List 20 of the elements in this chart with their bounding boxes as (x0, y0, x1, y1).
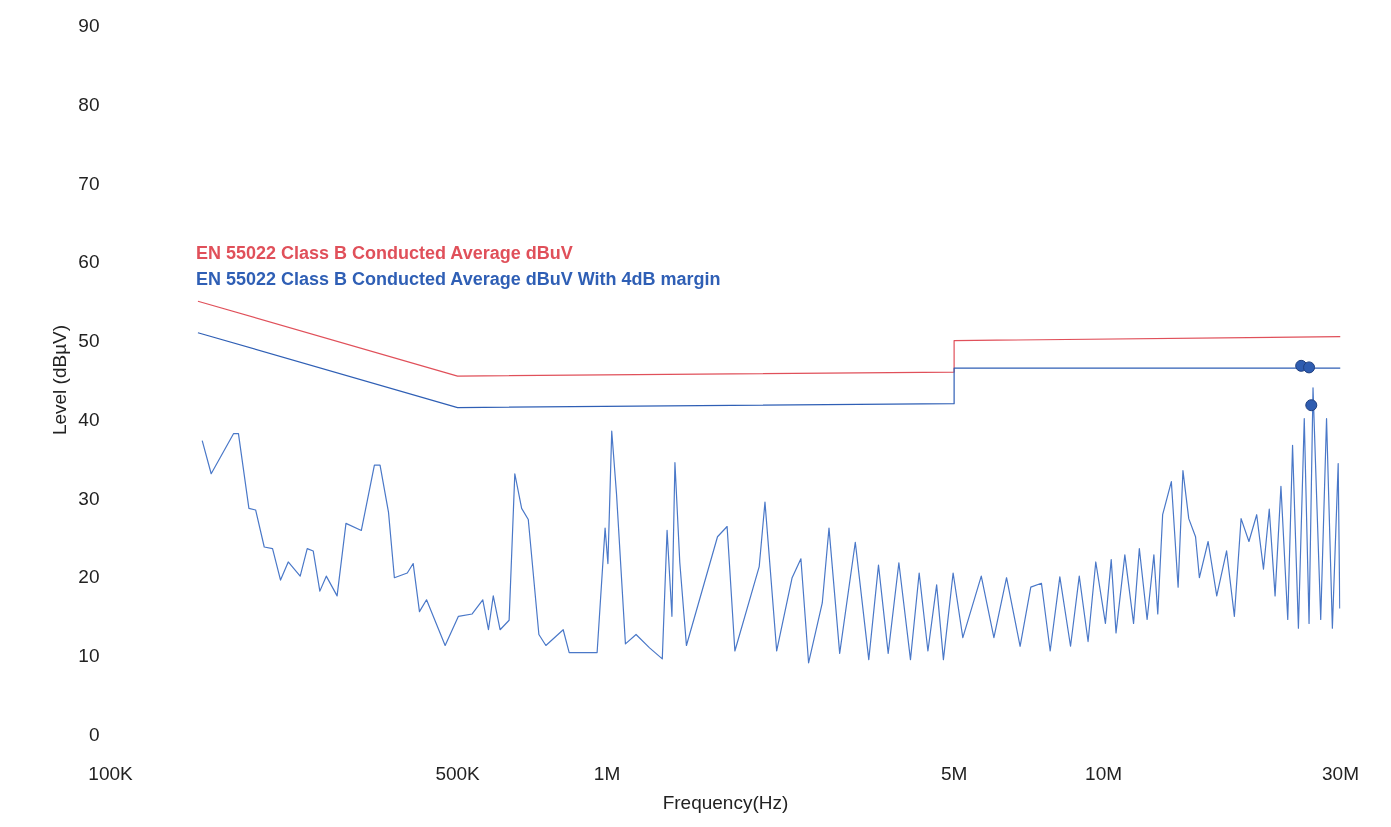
x-tick-label: 10M (1085, 762, 1123, 784)
y-tick-label: 40 (78, 408, 100, 430)
y-tick-label: 0 (88, 724, 100, 745)
text: EN 55022 Class B Conducted Average dBuV (195, 243, 573, 264)
x-tick-label: 1M (593, 762, 621, 784)
y-tick-label: 10 (78, 645, 100, 667)
y-axis-title: Level (dBµV) (49, 324, 71, 436)
y-tick-label: 60 (78, 251, 100, 273)
text: EN 55022 Class B Conducted Average dBuV With 4dB margin (195, 269, 721, 290)
y-tick-label: 80 (78, 93, 100, 115)
x-tick-label: 5M (940, 762, 968, 784)
y-tick-label: 20 (78, 566, 100, 588)
x-tick-label: 100K (88, 762, 134, 784)
y-tick-label: 50 (78, 330, 100, 352)
x-tick-label: 30M (1322, 762, 1359, 784)
y-tick-label: 90 (78, 15, 100, 36)
y-tick-label: 70 (78, 172, 100, 194)
x-axis-title: Frequency(Hz) (662, 791, 789, 813)
x-tick-label: 500K (435, 762, 481, 784)
y-tick-label: 30 (78, 487, 100, 509)
